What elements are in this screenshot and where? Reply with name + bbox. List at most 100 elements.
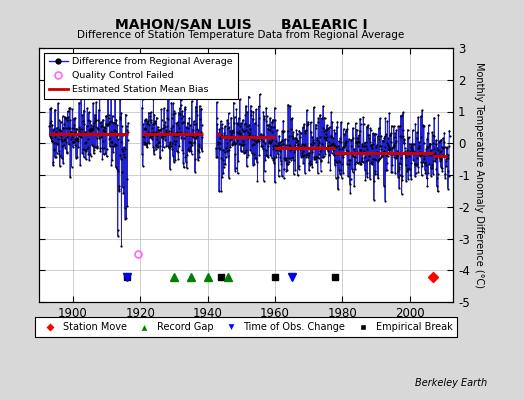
Point [435,151,443,158]
Point [168,145,177,152]
Point [190,118,198,124]
Point [59,125,68,132]
Point [152,133,161,139]
Point [307,141,315,147]
Point [88,125,96,131]
Point [112,164,120,170]
Point [344,161,353,167]
Point [401,162,410,168]
Point [241,121,249,128]
Point [409,157,417,163]
Point [243,154,251,161]
Point [114,232,122,239]
Point [244,129,252,136]
Point [288,154,297,160]
Point [339,170,347,177]
Point [215,131,224,138]
Point [222,133,231,139]
Point [372,150,380,157]
Point [121,145,129,152]
Point [281,157,289,163]
Point [195,148,204,155]
Point [436,148,444,155]
Point [186,139,194,146]
Point [356,146,364,153]
Point [241,111,249,118]
Point [114,186,123,192]
Point [290,157,298,163]
Point [99,127,107,133]
Point [165,144,173,150]
Point [330,142,339,148]
Point [56,127,64,134]
Point [47,134,55,141]
Point [423,182,432,189]
Point [340,131,348,138]
Point [429,158,438,164]
Point [223,143,232,150]
Point [431,150,440,157]
Point [233,120,242,126]
Point [277,158,285,164]
Point [265,126,274,133]
Point [264,142,272,149]
Point [299,153,307,159]
Point [310,155,319,162]
Point [83,144,92,150]
Point [255,103,263,110]
Point [355,128,364,134]
Point [411,121,420,127]
Point [279,128,288,134]
Point [242,103,250,109]
Point [53,140,61,147]
Point [427,165,435,171]
Point [168,115,176,121]
Point [324,158,333,165]
Point [50,146,59,152]
Point [166,140,174,147]
Point [192,103,200,110]
Point [116,156,125,162]
Point [279,140,287,147]
Point [180,106,189,112]
Point [53,140,62,147]
Point [378,153,386,159]
Point [294,140,303,147]
Point [331,143,339,149]
Point [97,119,105,125]
Point [124,129,132,135]
Point [422,162,430,169]
Point [239,142,247,148]
Point [100,151,108,158]
Point [75,128,84,134]
Point [165,128,173,134]
Point [167,125,176,131]
Point [304,152,313,158]
Point [431,155,440,162]
Point [367,143,375,150]
Point [245,122,254,128]
Point [145,110,153,116]
Point [115,151,124,158]
Point [373,171,381,177]
Point [312,137,321,144]
Point [373,148,381,155]
Point [375,155,384,162]
Point [254,138,262,144]
Point [321,151,329,157]
Point [48,138,57,144]
Point [395,185,403,192]
Point [231,114,239,120]
Point [435,139,443,145]
Point [317,157,325,163]
Point [404,176,412,182]
Point [103,146,111,152]
Point [162,130,171,136]
Point [213,141,222,148]
Point [139,163,147,169]
Point [341,142,349,148]
Point [444,168,452,175]
Point [329,135,337,141]
Point [363,146,372,152]
Point [293,137,301,144]
